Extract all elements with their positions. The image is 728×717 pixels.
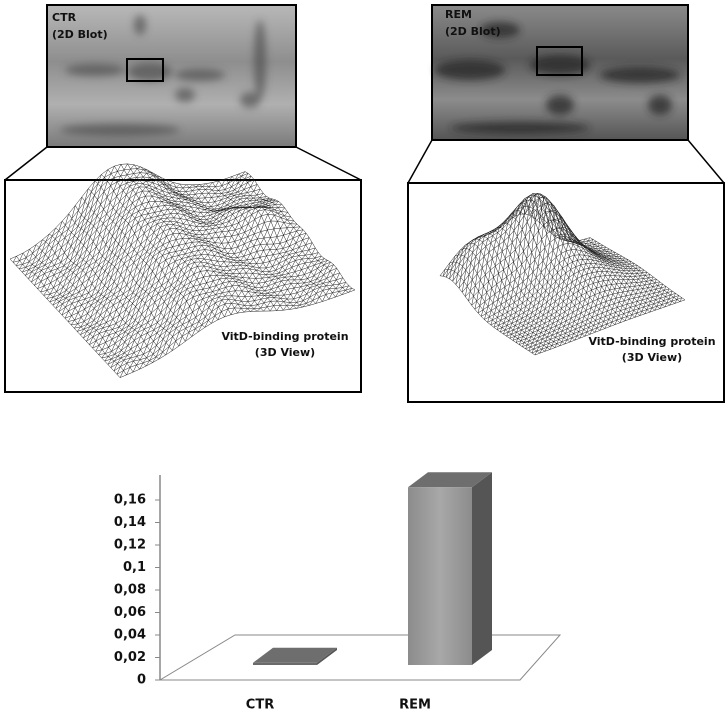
mesh <box>9 163 356 378</box>
y-tick-label: 0,02 <box>114 650 146 665</box>
view-label: VitD-binding protein <box>588 335 715 348</box>
blot-label: CTR <box>52 11 77 24</box>
blot-sublabel: (2D Blot) <box>52 28 108 41</box>
chart: 0 0,02 0,04 0,06 0,08 0,1 0,12 0,14 0,16 CTR REM <box>114 472 492 713</box>
y-tick-label: 0,12 <box>114 538 146 553</box>
y-tick-label: 0,1 <box>123 560 146 575</box>
y-tick-label: 0 <box>137 673 146 688</box>
connectors <box>4 139 725 403</box>
blot-image <box>431 4 689 141</box>
blot-label: REM <box>445 8 472 21</box>
bar <box>408 487 472 665</box>
view-sublabel: (3D View) <box>622 351 682 364</box>
blot-image <box>46 4 297 148</box>
y-tick-label: 0,08 <box>114 583 146 598</box>
view-label: VitD-binding protein <box>221 330 348 343</box>
y-tick-label: 0,06 <box>114 605 146 620</box>
bar <box>253 662 317 665</box>
mesh <box>439 193 686 356</box>
y-tick-label: 0,16 <box>114 493 146 508</box>
x-tick-label: REM <box>399 698 431 713</box>
bar-side <box>317 647 337 665</box>
bar-side <box>472 472 492 665</box>
bar-top <box>253 647 337 663</box>
floor <box>158 634 562 681</box>
mesh-group <box>9 163 686 378</box>
y-tick-label: 0,04 <box>114 628 146 643</box>
view-sublabel: (3D View) <box>255 346 315 359</box>
blot-sublabel: (2D Blot) <box>445 25 501 38</box>
x-tick-label: CTR <box>246 698 274 713</box>
bar-top <box>408 472 492 488</box>
y-tick-label: 0,14 <box>114 515 146 530</box>
